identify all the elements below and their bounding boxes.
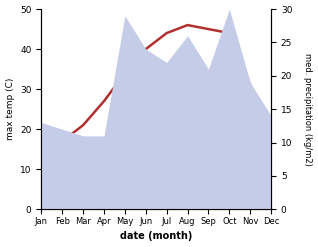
X-axis label: date (month): date (month) — [120, 231, 192, 242]
Y-axis label: max temp (C): max temp (C) — [5, 78, 15, 140]
Y-axis label: med. precipitation (kg/m2): med. precipitation (kg/m2) — [303, 53, 313, 165]
